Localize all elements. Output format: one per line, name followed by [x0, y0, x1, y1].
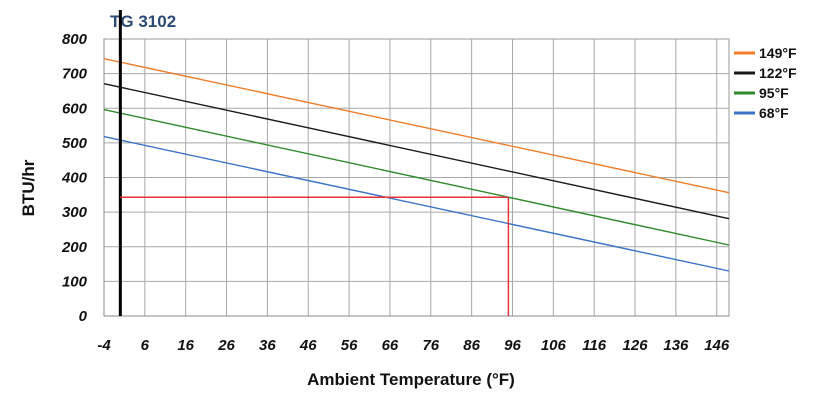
y-axis-label: BTU/hr	[19, 159, 38, 216]
y-tick-label: 800	[62, 31, 88, 48]
x-tick-label: 46	[299, 337, 317, 354]
y-axis-ticks: 0 100 200 300 400 500 600 700 800	[61, 31, 88, 325]
x-tick-label: 146	[704, 337, 730, 354]
legend-label: 68°F	[759, 105, 789, 121]
y-tick-label: 500	[62, 135, 88, 152]
x-tick-label: 56	[341, 337, 358, 354]
x-tick-label: 96	[504, 337, 521, 354]
series-lines	[103, 58, 730, 272]
x-tick-label: 136	[663, 337, 689, 354]
legend-label: 122°F	[759, 65, 797, 81]
x-tick-label: 36	[259, 337, 276, 354]
y-tick-label: 700	[62, 66, 88, 83]
y-tick-label: 300	[62, 204, 88, 221]
series-line-122Ff	[103, 83, 730, 220]
x-tick-label: 66	[382, 337, 399, 354]
x-axis-ticks: -4 6 16 26 36 46 56 66 76 86 96 106 116 126 136 146	[97, 337, 730, 354]
y-tick-label: 0	[79, 308, 88, 325]
annotations	[118, 10, 510, 316]
x-tick-label: 116	[582, 337, 607, 354]
legend: 149°F 122°F 95°F 68°F	[734, 45, 797, 121]
x-tick-label: 86	[463, 337, 480, 354]
series-line-68Ff	[103, 135, 730, 272]
x-tick-label: 16	[177, 337, 194, 354]
y-tick-label: 200	[61, 239, 88, 256]
x-tick-label: 6	[141, 337, 150, 354]
series-line-149Ff	[103, 58, 730, 194]
y-tick-label: 600	[62, 100, 88, 117]
legend-label: 95°F	[759, 85, 789, 101]
x-tick-label: 126	[623, 337, 649, 354]
chart-title: TG 3102	[110, 12, 176, 31]
x-tick-label: 76	[422, 337, 439, 354]
x-tick-label: 106	[541, 337, 567, 354]
series-line-95Ff	[103, 108, 730, 246]
x-axis-label: Ambient Temperature (°F)	[307, 370, 515, 389]
x-tick-label: -4	[97, 337, 111, 354]
y-tick-label: 100	[62, 273, 88, 290]
x-tick-label: 26	[217, 337, 235, 354]
legend-label: 149°F	[759, 45, 797, 61]
y-tick-label: 400	[61, 170, 88, 187]
